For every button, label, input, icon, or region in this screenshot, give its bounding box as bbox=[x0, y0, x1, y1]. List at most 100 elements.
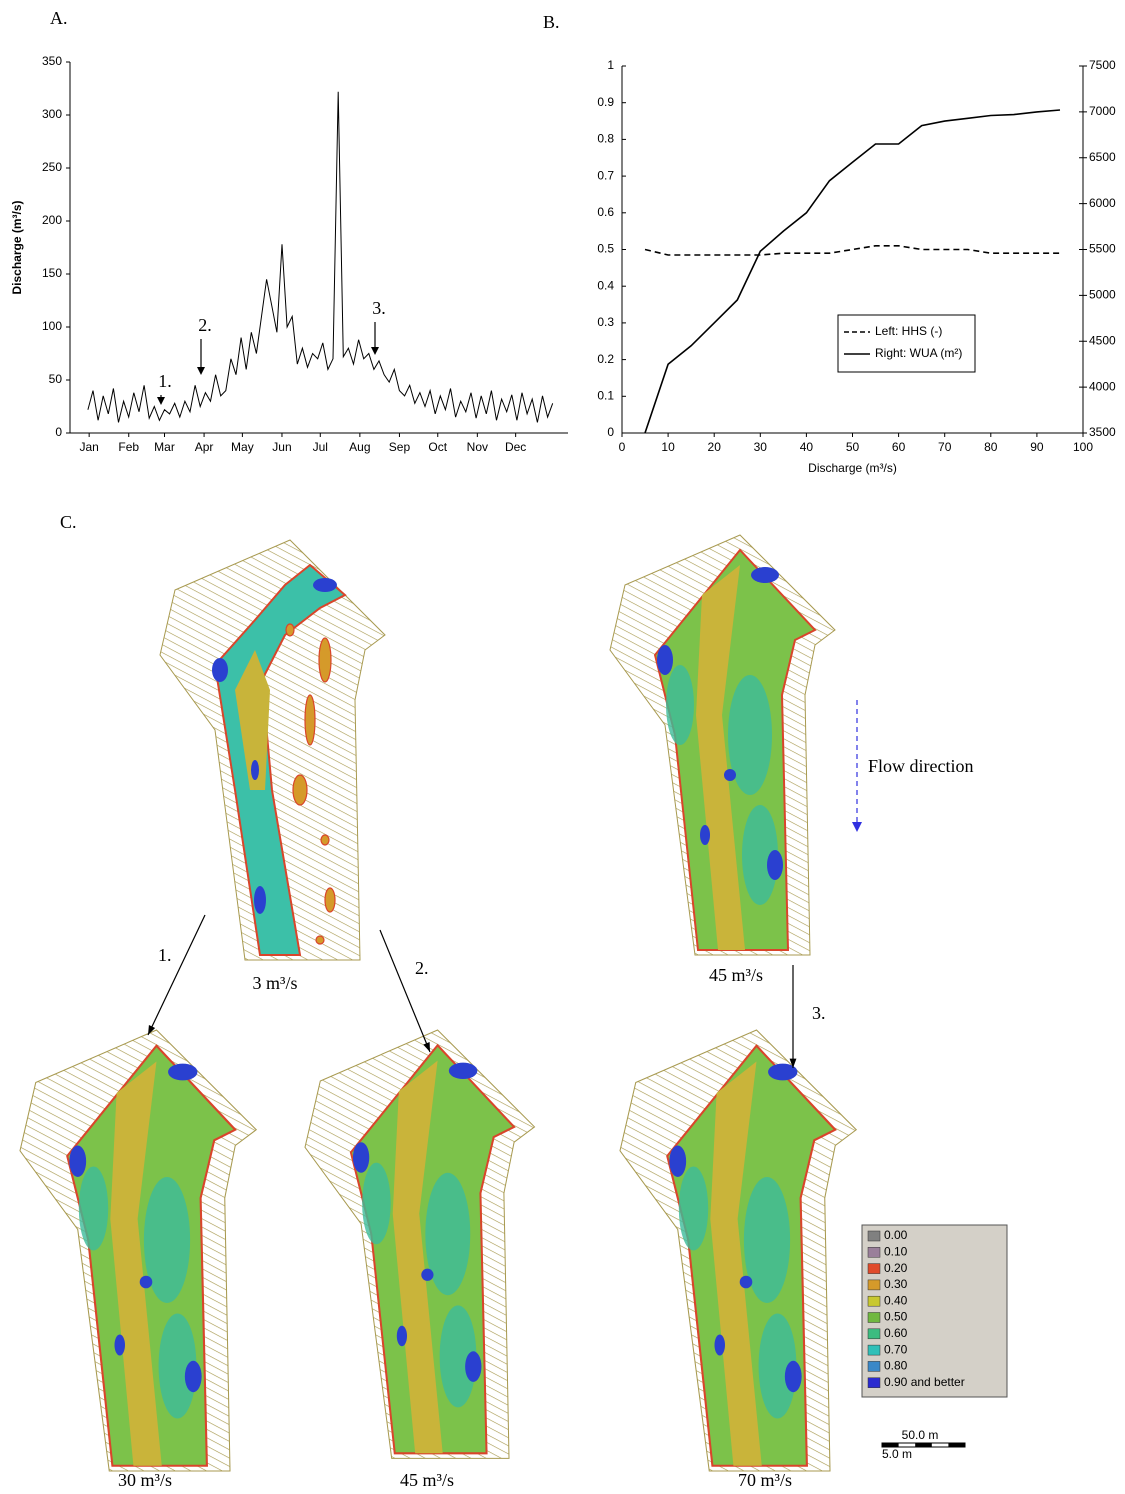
y-tick-label: 250 bbox=[42, 160, 62, 174]
x-tick-label: Sep bbox=[389, 440, 411, 454]
x-tick-label: 60 bbox=[892, 440, 906, 454]
annotation: 3. bbox=[372, 298, 386, 318]
x-tick-label: 80 bbox=[984, 440, 998, 454]
data-line bbox=[644, 109, 1061, 434]
x-tick-label: Dec bbox=[505, 440, 526, 454]
panel-label: B. bbox=[543, 12, 560, 32]
x-tick-label: Jun bbox=[272, 440, 291, 454]
island bbox=[304, 694, 316, 746]
river-band bbox=[392, 1060, 443, 1454]
transition-arrow bbox=[379, 929, 431, 1053]
habitat-patch bbox=[158, 1313, 197, 1419]
y-tick-label: 0.2 bbox=[597, 352, 614, 366]
deep-patch bbox=[69, 1145, 87, 1177]
y-tick-label: 0.1 bbox=[597, 388, 614, 402]
arrowhead bbox=[852, 822, 862, 832]
deep-patch bbox=[657, 645, 673, 675]
y-tick-label: 100 bbox=[42, 319, 62, 333]
scale-seg bbox=[882, 1443, 899, 1447]
habitat-patch bbox=[362, 1162, 391, 1245]
arrowhead bbox=[789, 1058, 797, 1068]
y-tick-label: 0.3 bbox=[597, 315, 614, 329]
habitat-map bbox=[19, 1029, 258, 1472]
habitat-patch bbox=[78, 1166, 109, 1251]
y2-tick-label: 7500 bbox=[1089, 58, 1116, 72]
legend-label: 0.40 bbox=[884, 1293, 908, 1307]
x-tick-label: 30 bbox=[754, 440, 768, 454]
river-band bbox=[235, 650, 270, 790]
deep-patch bbox=[465, 1351, 482, 1382]
y-tick-label: 0.9 bbox=[597, 95, 614, 109]
habitat-patch bbox=[425, 1172, 471, 1296]
habitat-map bbox=[304, 1029, 536, 1459]
data-line bbox=[87, 91, 554, 423]
transition-label: 3. bbox=[812, 1003, 826, 1023]
y-tick-label: 200 bbox=[42, 213, 62, 227]
legend-label: Right: WUA (m²) bbox=[875, 346, 962, 360]
deep-patch bbox=[669, 1145, 687, 1177]
y2-tick-label: 3500 bbox=[1089, 425, 1116, 439]
legend-label: 0.10 bbox=[884, 1244, 908, 1258]
y2-tick-label: 6000 bbox=[1089, 196, 1116, 210]
habitat-patch bbox=[678, 1166, 709, 1251]
y-tick-label: 0.4 bbox=[597, 278, 614, 292]
x-tick-label: 70 bbox=[938, 440, 952, 454]
y2-tick-label: 4000 bbox=[1089, 379, 1116, 393]
y2-tick-label: 5000 bbox=[1089, 288, 1116, 302]
y2-tick-label: 5500 bbox=[1089, 242, 1116, 256]
habitat-patch bbox=[742, 805, 778, 905]
arrowhead bbox=[148, 1025, 156, 1035]
x-tick-label: 40 bbox=[800, 440, 814, 454]
y2-tick-label: 6500 bbox=[1089, 150, 1116, 164]
annotation: 1. bbox=[158, 371, 172, 391]
deep-patch bbox=[767, 850, 783, 880]
legend-swatch bbox=[867, 1263, 881, 1274]
deep-patch bbox=[254, 886, 266, 914]
legend-label: Left: HHS (-) bbox=[875, 324, 942, 338]
island bbox=[315, 935, 325, 945]
deep-patch bbox=[396, 1325, 407, 1347]
y-tick-label: 0.6 bbox=[597, 205, 614, 219]
arrowhead bbox=[197, 367, 205, 375]
scale-seg bbox=[948, 1443, 965, 1447]
habitat-patch bbox=[666, 665, 694, 745]
scale-sublabel: 5.0 m bbox=[882, 1447, 912, 1461]
x-tick-label: 10 bbox=[661, 440, 675, 454]
deep-patch bbox=[114, 1334, 125, 1356]
y-tick-label: 0.5 bbox=[597, 242, 614, 256]
legend-swatch bbox=[867, 1295, 881, 1307]
river-band bbox=[696, 565, 745, 950]
transition-label: 1. bbox=[158, 945, 172, 965]
island bbox=[285, 623, 295, 637]
y-tick-label: 350 bbox=[42, 54, 62, 68]
legend-label: 0.30 bbox=[884, 1277, 908, 1291]
y2-tick-label: 7000 bbox=[1089, 104, 1116, 118]
arrowhead bbox=[371, 347, 379, 355]
legend-label: 0.00 bbox=[884, 1228, 908, 1242]
x-tick-label: 100 bbox=[1073, 440, 1093, 454]
y-tick-label: 150 bbox=[42, 266, 62, 280]
x-tick-label: Oct bbox=[428, 440, 447, 454]
deep-patch bbox=[700, 825, 710, 845]
legend-label: 0.60 bbox=[884, 1326, 908, 1340]
deep-patch bbox=[251, 760, 259, 780]
legend-label: 0.70 bbox=[884, 1342, 908, 1356]
island bbox=[324, 887, 336, 913]
panel-label: A. bbox=[50, 8, 68, 28]
y-tick-label: 50 bbox=[49, 372, 63, 386]
island bbox=[318, 637, 332, 683]
x-tick-label: Jul bbox=[313, 440, 328, 454]
legend-swatch bbox=[867, 1230, 881, 1242]
deep-patch bbox=[421, 1268, 434, 1281]
legend-label: 0.50 bbox=[884, 1310, 908, 1324]
habitat-patch bbox=[758, 1313, 797, 1419]
deep-patch bbox=[739, 1275, 753, 1289]
river-band bbox=[710, 1061, 762, 1466]
legend-label: 0.90 and better bbox=[884, 1375, 965, 1389]
map-caption: 45 m³/s bbox=[709, 965, 763, 985]
y-tick-label: 0 bbox=[607, 425, 614, 439]
legend-box bbox=[837, 314, 976, 373]
deep-patch bbox=[352, 1142, 370, 1173]
legend-swatch bbox=[867, 1361, 881, 1372]
island bbox=[292, 774, 308, 806]
